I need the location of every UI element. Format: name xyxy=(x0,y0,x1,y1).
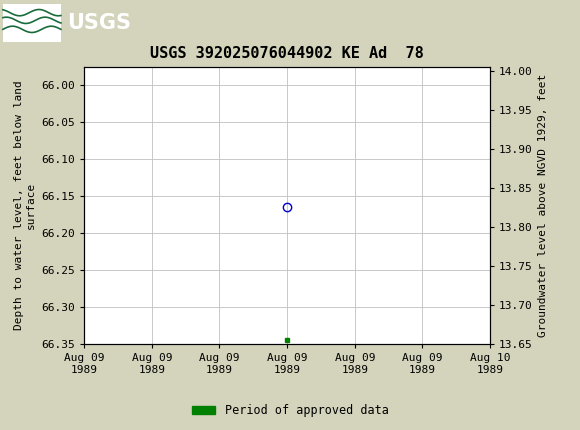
Bar xyxy=(3,3,61,42)
Title: USGS 392025076044902 KE Ad  78: USGS 392025076044902 KE Ad 78 xyxy=(150,46,424,61)
Y-axis label: Depth to water level, feet below land
surface: Depth to water level, feet below land su… xyxy=(14,80,36,330)
Text: USGS: USGS xyxy=(67,12,130,33)
Y-axis label: Groundwater level above NGVD 1929, feet: Groundwater level above NGVD 1929, feet xyxy=(538,74,549,337)
Legend: Period of approved data: Period of approved data xyxy=(187,399,393,422)
